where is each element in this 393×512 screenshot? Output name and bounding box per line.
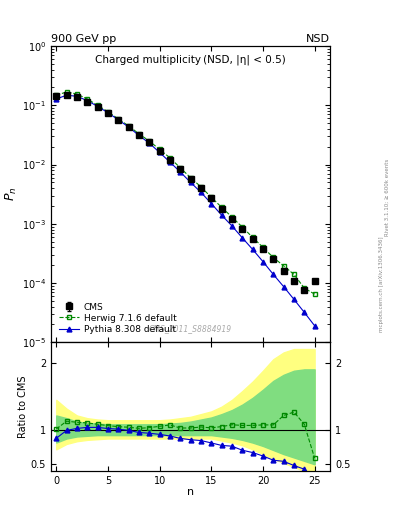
Herwig 7.1.6 default	[198, 184, 203, 190]
Herwig 7.1.6 default	[106, 109, 110, 115]
Pythia 8.308 default	[230, 223, 234, 229]
Herwig 7.1.6 default	[178, 165, 183, 171]
Pythia 8.308 default	[198, 189, 203, 196]
Herwig 7.1.6 default	[54, 92, 59, 98]
Herwig 7.1.6 default	[75, 91, 79, 97]
Pythia 8.308 default	[147, 140, 152, 146]
X-axis label: n: n	[187, 487, 194, 497]
Herwig 7.1.6 default	[219, 204, 224, 210]
Pythia 8.308 default	[219, 212, 224, 218]
Y-axis label: $P_n$: $P_n$	[4, 187, 19, 201]
Herwig 7.1.6 default	[126, 123, 131, 129]
Pythia 8.308 default	[281, 284, 286, 290]
Herwig 7.1.6 default	[95, 102, 100, 109]
Herwig 7.1.6 default	[85, 96, 90, 102]
Pythia 8.308 default	[54, 96, 59, 102]
Herwig 7.1.6 default	[240, 224, 244, 230]
Pythia 8.308 default	[292, 296, 296, 303]
Text: NSD: NSD	[306, 33, 330, 44]
Pythia 8.308 default	[126, 124, 131, 130]
Y-axis label: Ratio to CMS: Ratio to CMS	[18, 375, 28, 438]
Herwig 7.1.6 default	[147, 138, 152, 144]
Line: Herwig 7.1.6 default: Herwig 7.1.6 default	[54, 90, 317, 296]
Pythia 8.308 default	[271, 271, 275, 278]
Pythia 8.308 default	[116, 117, 121, 123]
Herwig 7.1.6 default	[157, 146, 162, 153]
Pythia 8.308 default	[75, 93, 79, 99]
Pythia 8.308 default	[188, 179, 193, 185]
Herwig 7.1.6 default	[116, 116, 121, 122]
Herwig 7.1.6 default	[64, 89, 69, 95]
Pythia 8.308 default	[137, 133, 141, 139]
Text: 900 GeV pp: 900 GeV pp	[51, 33, 116, 44]
Pythia 8.308 default	[240, 234, 244, 241]
Pythia 8.308 default	[95, 103, 100, 110]
Pythia 8.308 default	[209, 200, 214, 206]
Pythia 8.308 default	[106, 110, 110, 116]
Text: mcplots.cern.ch [arXiv:1306.3436]: mcplots.cern.ch [arXiv:1306.3436]	[380, 237, 384, 332]
Pythia 8.308 default	[167, 159, 172, 165]
Text: Rivet 3.1.10; ≥ 600k events: Rivet 3.1.10; ≥ 600k events	[385, 159, 389, 236]
Herwig 7.1.6 default	[281, 263, 286, 269]
Line: Pythia 8.308 default: Pythia 8.308 default	[54, 93, 317, 328]
Pythia 8.308 default	[85, 98, 90, 104]
Herwig 7.1.6 default	[250, 234, 255, 241]
Herwig 7.1.6 default	[292, 271, 296, 278]
Pythia 8.308 default	[178, 169, 183, 175]
Pythia 8.308 default	[64, 92, 69, 98]
Herwig 7.1.6 default	[261, 244, 265, 250]
Pythia 8.308 default	[261, 259, 265, 265]
Pythia 8.308 default	[157, 150, 162, 156]
Herwig 7.1.6 default	[209, 194, 214, 200]
Pythia 8.308 default	[312, 323, 317, 329]
Pythia 8.308 default	[250, 246, 255, 252]
Herwig 7.1.6 default	[302, 285, 307, 291]
Pythia 8.308 default	[302, 309, 307, 315]
Text: CMS_2011_S8884919: CMS_2011_S8884919	[149, 325, 232, 333]
Text: Charged multiplicity (NSD, |η| < 0.5): Charged multiplicity (NSD, |η| < 0.5)	[95, 55, 286, 66]
Legend: CMS, Herwig 7.1.6 default, Pythia 8.308 default: CMS, Herwig 7.1.6 default, Pythia 8.308 …	[55, 299, 180, 338]
Herwig 7.1.6 default	[271, 254, 275, 261]
Herwig 7.1.6 default	[188, 175, 193, 181]
Herwig 7.1.6 default	[312, 291, 317, 297]
Herwig 7.1.6 default	[137, 131, 141, 137]
Herwig 7.1.6 default	[167, 155, 172, 161]
Herwig 7.1.6 default	[230, 214, 234, 220]
